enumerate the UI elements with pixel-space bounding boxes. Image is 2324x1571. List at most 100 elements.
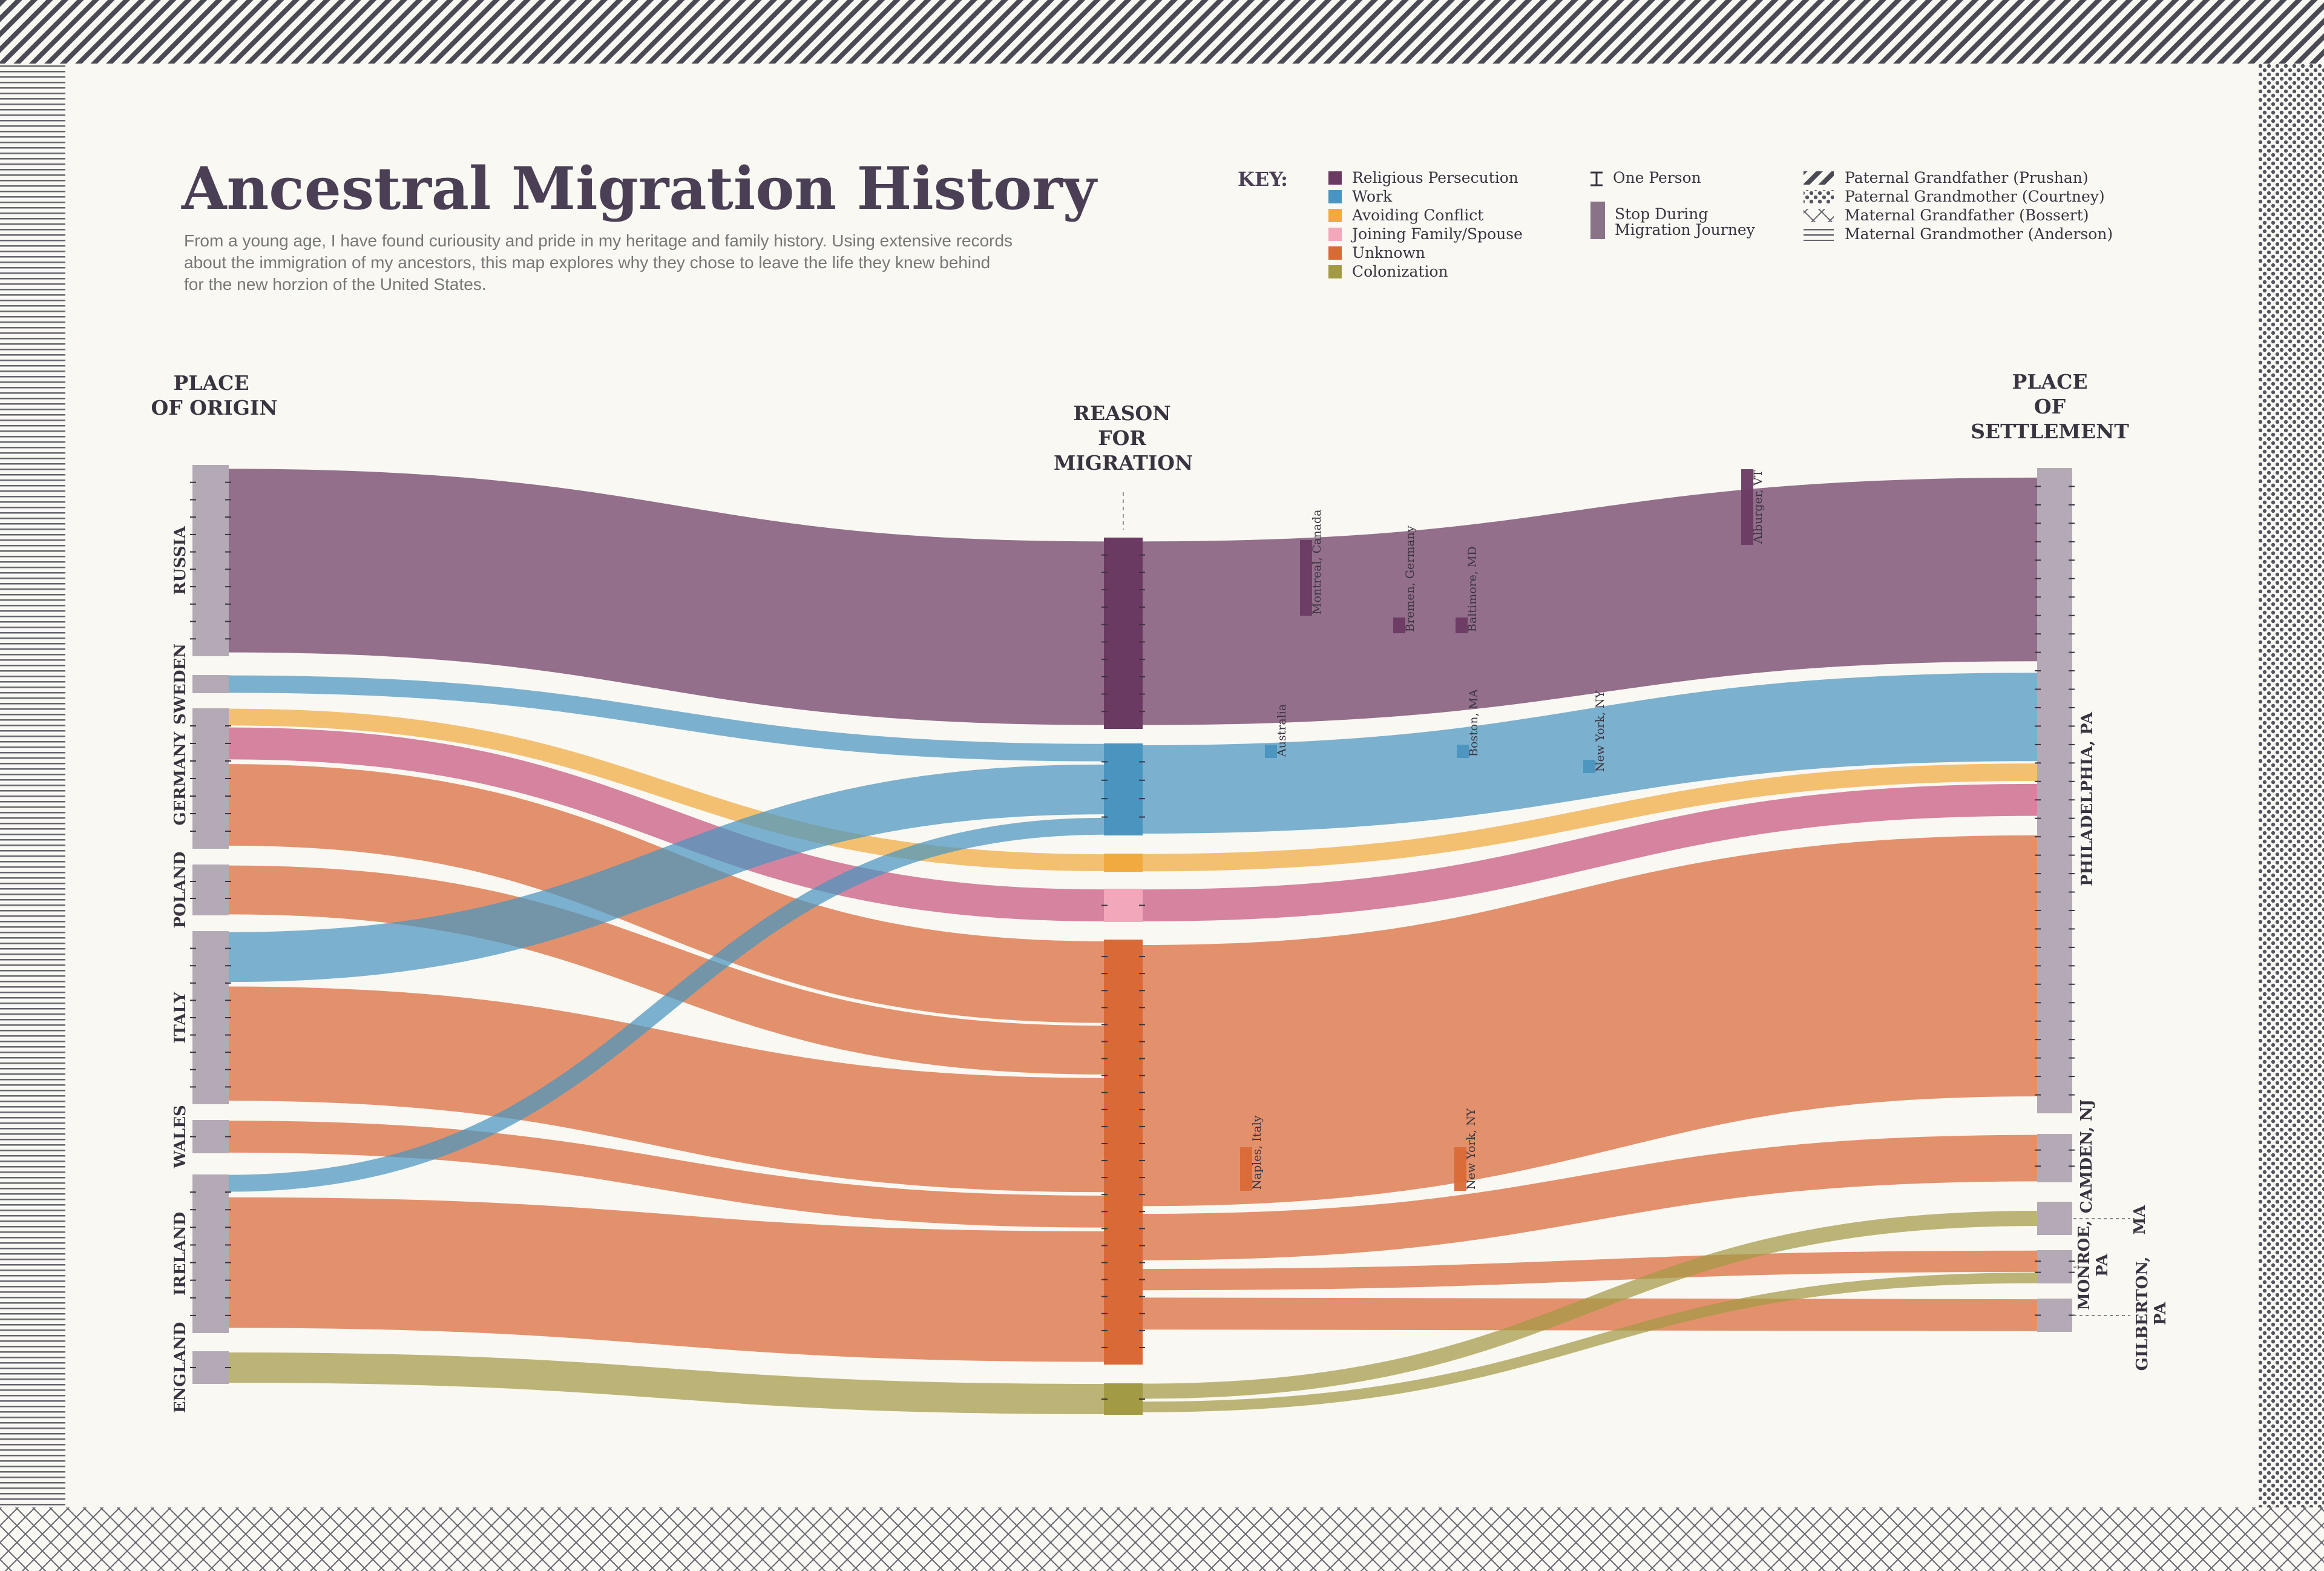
settlement-label-camden: CAMDEN, NJ bbox=[2078, 1099, 2096, 1213]
origin-node-wales bbox=[192, 1120, 229, 1153]
flow-unknown-to-monroe-pa bbox=[1142, 1250, 2038, 1291]
flow-religious-persecution-to-philadelphia-pa bbox=[1142, 477, 2038, 725]
flow-russia-to-religious-persecution bbox=[228, 469, 1105, 725]
legend-lineage-0: Paternal Grandfather (Prushan) bbox=[1845, 169, 2089, 186]
flow-italy-to-unknown bbox=[228, 986, 1105, 1193]
flow-italy-to-work bbox=[228, 764, 1105, 983]
legend-swatch-joining-family-spouse bbox=[1328, 228, 1342, 241]
flow-unknown-to-philadelphia-pa bbox=[1142, 835, 2038, 1207]
reason-node-avoiding-conflict bbox=[1104, 854, 1143, 872]
origin-node-germany bbox=[192, 708, 229, 849]
reason-node-unknown bbox=[1104, 940, 1143, 1365]
reason-node-religious-persecution bbox=[1104, 538, 1143, 729]
reason-header-line-2: FOR bbox=[1098, 426, 1146, 450]
journey-stops: Montreal, Canada Bremen, Germany Baltimore… bbox=[1240, 469, 1765, 1191]
settlement-label-monroe-1: MONROE, bbox=[2075, 1220, 2093, 1310]
stop-label-australia: Australia bbox=[1275, 704, 1288, 757]
settlement-node-camden-nj bbox=[2037, 1134, 2072, 1182]
legend-pattern-diagonal-stripes bbox=[1804, 171, 1834, 185]
flow-ribbons bbox=[228, 469, 2038, 1414]
reason-nodes bbox=[1101, 538, 1145, 1415]
settlement-label-monroe-2: PA bbox=[2093, 1253, 2112, 1277]
flow-sweden-to-work bbox=[228, 675, 1105, 762]
settlement-node-ma bbox=[2037, 1202, 2072, 1235]
flow-england-to-colonization bbox=[228, 1352, 1105, 1414]
origin-node-ireland bbox=[192, 1174, 229, 1333]
border-left-lines bbox=[0, 64, 65, 1507]
legend-stop: Stop During Migration Journey bbox=[1590, 202, 1756, 239]
origin-nodes: RUSSIA SWEDEN GERMANY POLAND ITALY WALES IRELA… bbox=[171, 465, 231, 1413]
origin-label-wales: WALES bbox=[171, 1105, 189, 1169]
legend-pattern-dots bbox=[1804, 190, 1834, 203]
stop-label-baltimore-md: Baltimore, MD bbox=[1466, 546, 1479, 632]
legend-lineage-3: Maternal Grandmother (Anderson) bbox=[1845, 225, 2113, 243]
legend-lineage-1: Paternal Grandmother (Courtney) bbox=[1845, 188, 2105, 205]
flow-wales-to-unknown bbox=[228, 1121, 1105, 1228]
flow-unknown-to-camden-nj bbox=[1142, 1135, 2038, 1260]
stop-marker-boston-ma bbox=[1457, 745, 1469, 758]
origin-header-line-1: PLACE bbox=[173, 371, 249, 395]
border-right-dots bbox=[2259, 64, 2324, 1507]
stop-marker-alburger-vt bbox=[1741, 469, 1753, 545]
legend-swatch-avoiding-conflict bbox=[1328, 209, 1342, 222]
stop-label-line-2: Migration Journey bbox=[1615, 221, 1756, 239]
stop-label-montreal-canada: Montreal, Canada bbox=[1310, 510, 1324, 615]
legend-label-unknown: Unknown bbox=[1352, 244, 1425, 262]
flow-germany-to-joining-family-spouse bbox=[228, 727, 1105, 921]
border-bottom-crosshatch bbox=[0, 1507, 2324, 1571]
legend-label-work: Work bbox=[1352, 188, 1393, 205]
reason-node-work bbox=[1104, 743, 1143, 835]
legend-pattern-horizontal-lines bbox=[1804, 228, 1834, 241]
flow-colonization-to-monroe-pa bbox=[1142, 1273, 2038, 1412]
stop-icon bbox=[1590, 202, 1605, 239]
stop-label-alburger-vt: Alburger, VT bbox=[1751, 470, 1765, 544]
settlement-node-monroe-pa bbox=[2037, 1250, 2072, 1283]
stop-label-new-york-ny: New York, NY bbox=[1465, 1108, 1478, 1190]
legend-pattern-crosshatch bbox=[1804, 209, 1834, 222]
reason-node-joining-family-spouse bbox=[1104, 889, 1143, 922]
settlement-leader-lines bbox=[2073, 1218, 2130, 1316]
legend-label-religious-persecution: Religious Persecution bbox=[1352, 169, 1518, 186]
flow-ireland-to-unknown bbox=[228, 1197, 1105, 1362]
origin-label-russia: RUSSIA bbox=[171, 525, 189, 594]
stop-marker-new-york-ny bbox=[1583, 760, 1595, 773]
legend-lineage-2: Maternal Grandfather (Bossert) bbox=[1845, 206, 2089, 224]
settlement-label-philadelphia: PHILADELPHIA, PA bbox=[2078, 711, 2096, 886]
flow-poland-to-unknown bbox=[228, 865, 1105, 1075]
origin-label-england: ENGLAND bbox=[171, 1322, 189, 1414]
stop-marker-naples-italy bbox=[1240, 1147, 1252, 1191]
stop-label-line-1: Stop During bbox=[1615, 205, 1708, 223]
reason-header-line-1: REASON bbox=[1074, 401, 1171, 425]
settlement-node-gilberton-pa bbox=[2037, 1299, 2072, 1332]
stop-label-bremen-germany: Bremen, Germany bbox=[1403, 525, 1417, 632]
flow-avoiding-conflict-to-philadelphia-pa bbox=[1142, 763, 2038, 872]
stop-marker-australia bbox=[1265, 745, 1277, 758]
origin-label-italy: ITALY bbox=[171, 992, 189, 1044]
origin-header-line-2: OF ORIGIN bbox=[151, 396, 277, 420]
origin-label-poland: POLAND bbox=[171, 852, 189, 929]
stop-marker-new-york-ny bbox=[1454, 1147, 1466, 1191]
legend-label-avoiding-conflict: Avoiding Conflict bbox=[1351, 206, 1483, 224]
origin-node-italy bbox=[192, 931, 229, 1104]
legend-swatch-colonization bbox=[1328, 265, 1342, 278]
settlement-label-gilberton-1: GILBERTON, bbox=[2133, 1257, 2152, 1371]
flow-ireland-to-work bbox=[228, 817, 1105, 1192]
legend-one-person: One Person bbox=[1590, 169, 1701, 186]
stop-label-naples-italy: Naples, Italy bbox=[1250, 1115, 1264, 1190]
subtitle-line-1: From a young age, I have found curiousit… bbox=[184, 231, 1013, 250]
legend-swatch-religious-persecution bbox=[1328, 171, 1342, 185]
reason-header-line-3: MIGRATION bbox=[1054, 451, 1193, 475]
settlement-node-philadelphia-pa bbox=[2037, 468, 2072, 1113]
flow-joining-family-spouse-to-philadelphia-pa bbox=[1142, 783, 2038, 921]
legend-swatch-unknown bbox=[1328, 246, 1342, 260]
flow-unknown-to-gilberton-pa bbox=[1142, 1297, 2038, 1331]
origin-node-sweden bbox=[192, 675, 229, 693]
settlement-label-gilberton-2: PA bbox=[2152, 1302, 2170, 1325]
origin-node-poland bbox=[192, 865, 229, 915]
stop-label-boston-ma: Boston, MA bbox=[1467, 689, 1480, 757]
one-person-icon bbox=[1590, 171, 1603, 186]
settlement-label-ma: MA bbox=[2131, 1205, 2149, 1235]
